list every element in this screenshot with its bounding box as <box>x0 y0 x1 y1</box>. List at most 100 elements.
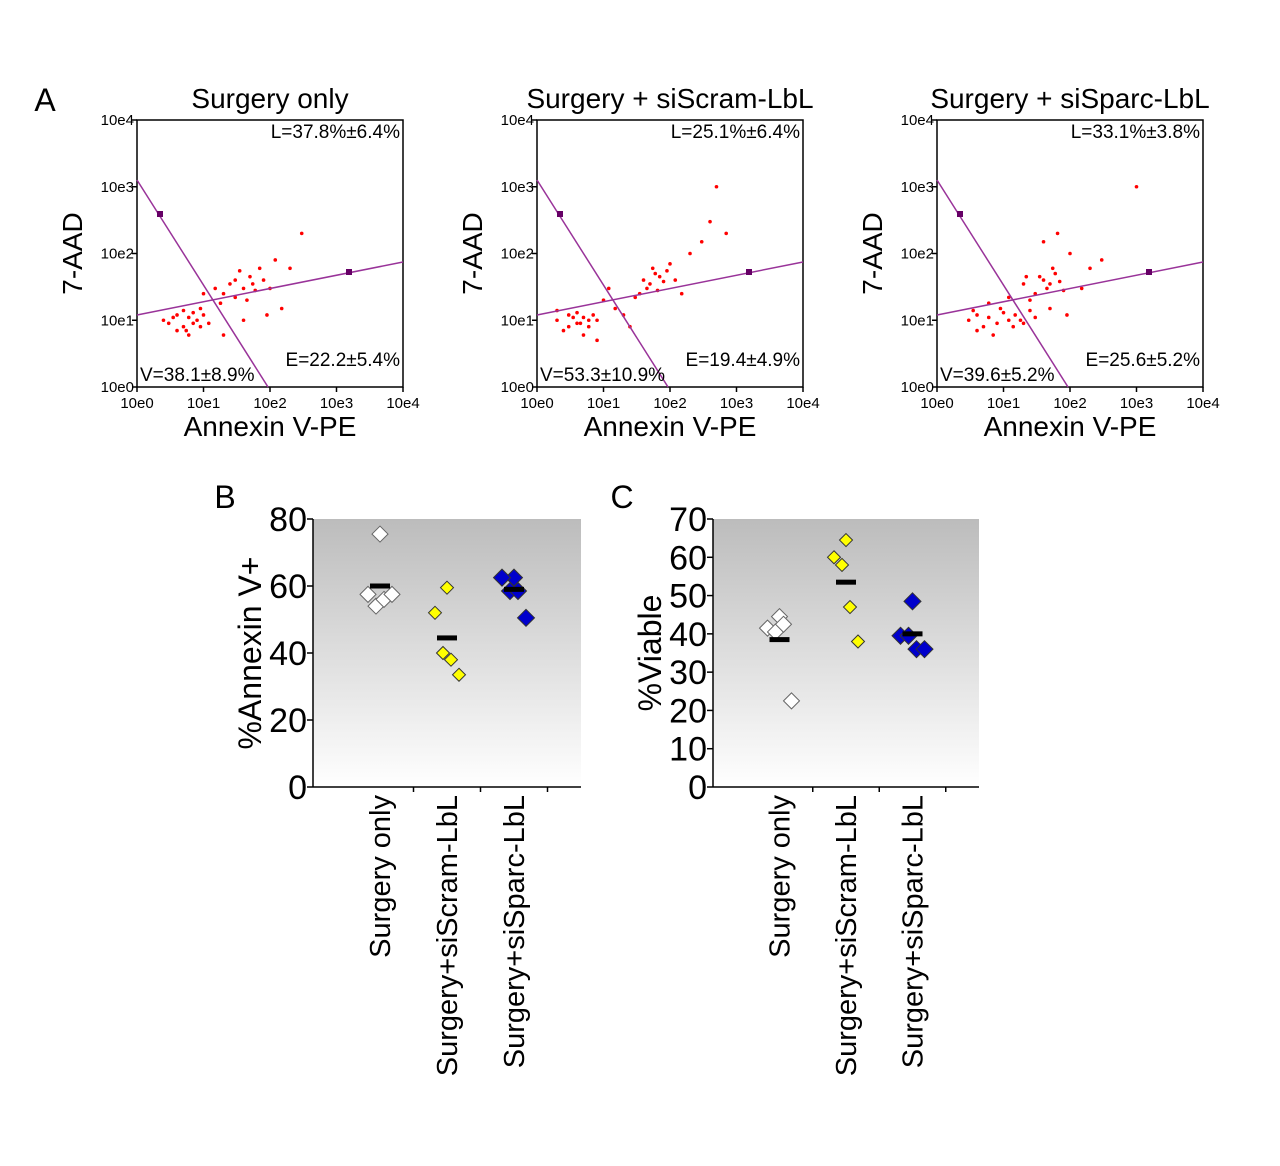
y-tick-label: 20 <box>669 692 707 730</box>
x-tick-label: Surgery+siScram-LbL <box>432 795 464 1076</box>
cell-dot <box>181 308 186 313</box>
cell-dot <box>288 266 292 271</box>
cell-dot <box>1028 298 1032 302</box>
cell-dot <box>1055 231 1060 236</box>
cell-dot <box>1134 184 1139 189</box>
cell-dot <box>991 333 995 337</box>
cell-dot <box>606 286 611 291</box>
quadrant-label: L=33.1%±3.8% <box>1071 122 1200 143</box>
cell-dot <box>1053 271 1058 276</box>
y-axis-label: 7-AAD <box>857 212 888 294</box>
y-tick-label: 20 <box>269 702 307 740</box>
plot-frame <box>136 119 404 388</box>
cell-dot <box>1033 315 1038 320</box>
cell-dot <box>1013 313 1018 317</box>
data-point <box>443 652 459 667</box>
cell-dot <box>279 306 284 311</box>
data-point <box>834 557 850 573</box>
cell-dot <box>1028 308 1032 313</box>
cell-dot <box>221 291 226 296</box>
cell-dot <box>1045 286 1049 291</box>
y-tick-label: 10e0 <box>501 379 534 396</box>
mean-bar <box>370 583 390 589</box>
x-tick-label: 10e0 <box>920 395 953 412</box>
cell-dot <box>995 321 999 326</box>
cell-dot <box>708 219 712 224</box>
cell-dot <box>228 282 232 286</box>
cell-dot <box>181 324 186 329</box>
cell-dot <box>566 324 571 329</box>
data-point <box>774 615 793 633</box>
x-tick-label: 10e0 <box>120 395 153 412</box>
y-tick-label: 10e2 <box>101 246 134 263</box>
cell-dot <box>1006 318 1011 323</box>
panel-label: C <box>610 479 633 515</box>
cell-dot <box>986 315 991 320</box>
data-point <box>826 550 842 565</box>
cell-dot <box>566 313 571 317</box>
cell-dot <box>175 313 179 317</box>
cell-dot <box>645 286 649 291</box>
gate-line <box>936 261 1204 316</box>
y-tick-label: 0 <box>288 769 307 807</box>
cell-dot <box>613 306 618 311</box>
cell-dot <box>201 313 206 317</box>
cell-dot <box>1050 266 1055 271</box>
cell-dot <box>633 295 638 300</box>
mean-bar <box>769 637 790 643</box>
gate-handle <box>746 269 752 275</box>
cell-dot <box>1079 286 1084 291</box>
y-tick-label: 10e4 <box>901 112 934 129</box>
cell-dot <box>184 328 189 333</box>
y-tick-label: 40 <box>269 635 307 673</box>
cell-dot <box>191 321 195 326</box>
cell-dot <box>248 274 252 279</box>
y-tick-label: 10e1 <box>101 312 134 329</box>
cell-dot <box>975 328 979 333</box>
cell-dot <box>213 286 218 291</box>
y-axis-label: 7-AAD <box>457 212 488 294</box>
data-point <box>439 580 455 595</box>
cell-dot <box>673 278 678 282</box>
chart-title: Surgery + siSparc-LbL <box>930 83 1209 114</box>
x-tick-label: Surgery+siSparc-LbL <box>499 795 531 1068</box>
quadrant-label: V=39.6±5.2% <box>940 365 1055 386</box>
cell-dot <box>218 301 223 306</box>
y-tick-label: 50 <box>669 578 707 616</box>
cell-dot <box>1011 324 1016 329</box>
x-tick-label: 10e4 <box>386 395 419 412</box>
cell-dot <box>241 318 246 323</box>
cell-dot <box>699 239 704 244</box>
cell-dot <box>1057 279 1062 284</box>
quadrant-label: E=19.4±4.9% <box>686 350 801 371</box>
cell-dot <box>1048 306 1052 311</box>
y-axis-label: %Viable <box>632 595 668 712</box>
cell-dot <box>591 313 595 317</box>
plot-frame <box>536 119 804 388</box>
cell-dot <box>1068 251 1072 256</box>
cell-dot <box>273 258 278 262</box>
gate-handle <box>157 211 163 217</box>
data-point <box>435 645 451 661</box>
cell-dot <box>299 231 304 236</box>
x-tick-label: Surgery+siScram-LbL <box>831 795 863 1076</box>
cell-dot <box>975 313 979 317</box>
cell-dot <box>245 298 249 302</box>
x-tick-label: 10e0 <box>520 395 553 412</box>
y-tick-label: 10e2 <box>501 246 534 263</box>
data-point <box>850 634 866 649</box>
mean-bar <box>902 631 923 637</box>
y-tick-label: 80 <box>269 501 307 539</box>
gate-handle <box>557 211 563 217</box>
x-tick-label: 10e2 <box>253 395 286 412</box>
cell-dot <box>233 278 238 282</box>
x-tick-label: 10e1 <box>987 395 1020 412</box>
cell-dot <box>1048 282 1052 286</box>
y-tick-label: 10e3 <box>101 179 134 196</box>
data-point <box>427 605 443 621</box>
cell-dot <box>265 313 269 317</box>
cell-dot <box>657 274 662 279</box>
data-point <box>842 599 858 615</box>
quadrant-label: V=53.3±10.9% <box>540 365 665 386</box>
cell-dot <box>595 318 599 323</box>
